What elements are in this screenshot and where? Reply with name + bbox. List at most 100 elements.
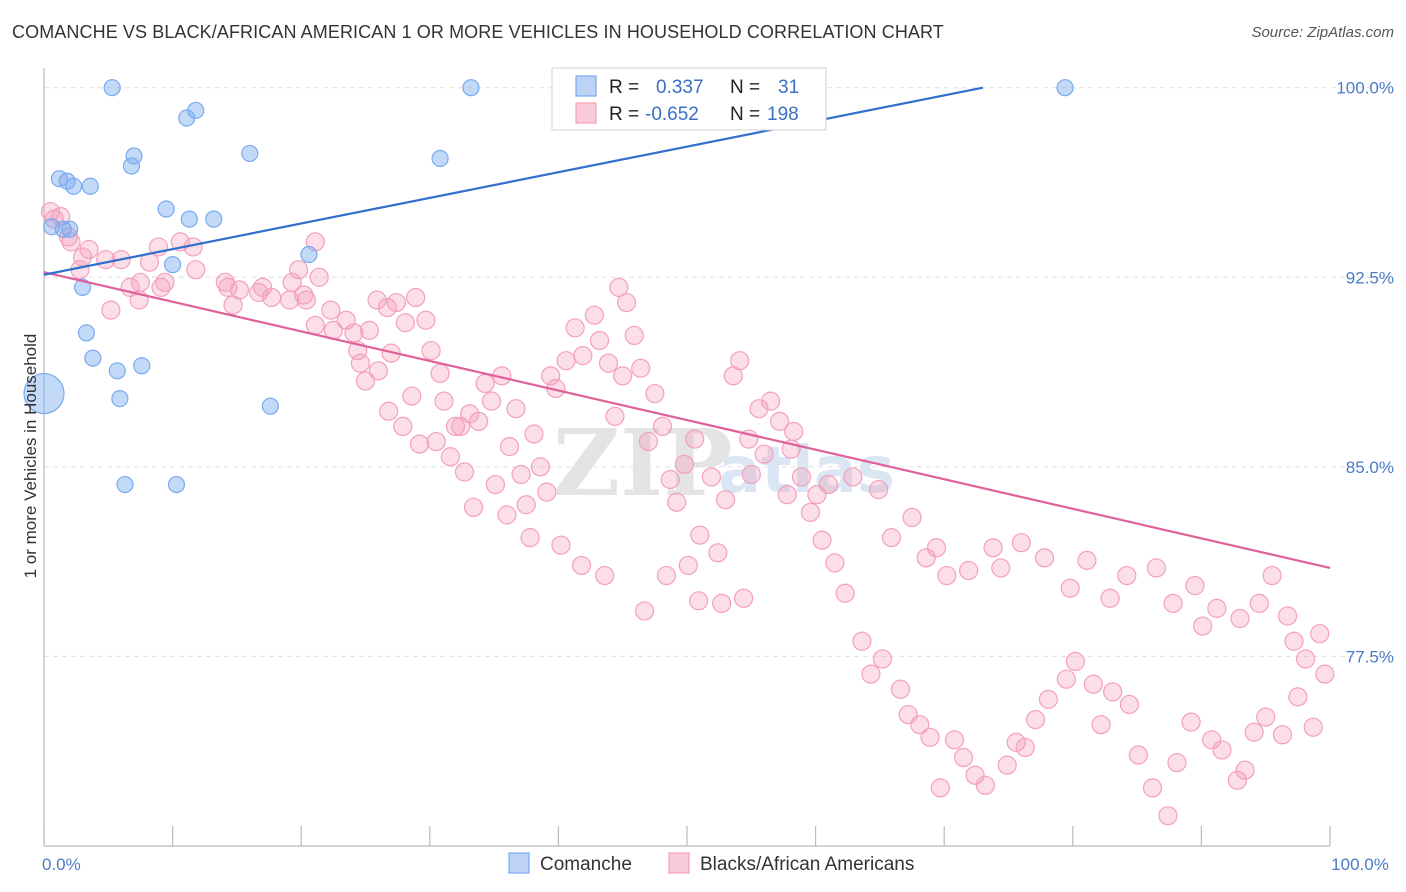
legend-r-value-2: -0.652	[645, 104, 699, 125]
point-comanche-14	[205, 210, 223, 228]
legend-n-value-2: 198	[767, 104, 799, 125]
point-comanche-15	[61, 220, 79, 238]
point-blacks-44	[416, 310, 436, 330]
y-tick-label-0: 100.0%	[1336, 79, 1394, 98]
legend-swatch-comanche	[575, 75, 597, 97]
point-blacks-33	[321, 300, 341, 320]
point-comanche-27	[167, 475, 186, 494]
legend-r-label-1: R =	[609, 77, 639, 98]
point-blacks-75	[690, 525, 710, 545]
point-blacks-38	[359, 320, 379, 340]
point-blacks-47	[434, 391, 454, 411]
point-blacks-126	[1315, 664, 1335, 684]
point-blacks-119	[1227, 770, 1248, 790]
point-comanche-17	[164, 256, 182, 274]
point-comanche-6	[125, 147, 143, 165]
point-blacks-99	[965, 765, 985, 785]
point-blacks-131	[481, 391, 502, 411]
point-blacks-67	[616, 292, 637, 313]
x-tick-label-1: 100.0%	[1331, 855, 1389, 874]
point-blacks-37	[350, 353, 370, 373]
point-blacks-141	[715, 490, 736, 510]
point-blacks-129	[393, 416, 413, 437]
watermark: ZIP atlas	[553, 409, 895, 517]
point-blacks-108	[1083, 674, 1103, 694]
y-tick-label-1: 92.5%	[1346, 268, 1394, 287]
point-blacks-118	[1212, 740, 1232, 760]
point-blacks-153	[926, 538, 947, 558]
point-blacks-23	[215, 272, 235, 292]
point-blacks-102	[1006, 732, 1026, 752]
point-blacks-190	[551, 535, 571, 555]
point-blacks-142	[741, 464, 761, 485]
point-blacks-171	[1262, 565, 1282, 586]
point-blacks-64	[589, 330, 610, 351]
point-blacks-127	[355, 371, 376, 391]
point-blacks-178	[336, 310, 356, 330]
point-blacks-66	[609, 277, 629, 297]
point-blacks-76	[708, 543, 728, 563]
point-blacks-187	[485, 474, 505, 495]
point-comanche-29	[431, 149, 449, 168]
point-blacks-55	[511, 464, 531, 485]
point-blacks-34	[305, 315, 325, 335]
point-blacks-15	[101, 300, 121, 320]
point-blacks-27	[262, 287, 282, 308]
point-blacks-96	[930, 778, 950, 798]
legend-r-value-1: 0.337	[656, 77, 704, 98]
point-blacks-97	[944, 730, 965, 750]
point-blacks-156	[983, 538, 1003, 558]
point-blacks-57	[530, 457, 550, 477]
watermark-atlas: atlas	[718, 434, 895, 508]
point-blacks-196	[712, 593, 732, 613]
point-blacks-183	[426, 431, 446, 452]
point-blacks-90	[861, 664, 881, 684]
series-legend-swatch-blacks	[668, 852, 690, 874]
point-blacks-194	[656, 565, 677, 586]
y-tick-labels: 100.0% 92.5% 85.0% 77.5%	[1336, 79, 1394, 667]
axes	[43, 68, 1331, 847]
point-blacks-160	[1060, 578, 1080, 598]
point-blacks-150	[881, 528, 902, 548]
point-blacks-80	[749, 399, 769, 419]
point-blacks-89	[852, 631, 872, 651]
point-blacks-173	[1284, 631, 1304, 651]
point-blacks-84	[791, 467, 812, 487]
point-blacks-163	[1117, 565, 1137, 586]
point-blacks-43	[406, 287, 426, 308]
legend-r-label-2: R =	[609, 104, 639, 125]
point-blacks-144	[777, 485, 797, 505]
point-blacks-123	[1272, 725, 1293, 745]
point-blacks-20	[186, 260, 206, 280]
point-blacks-65	[598, 353, 619, 373]
point-blacks-87	[825, 553, 845, 573]
point-blacks-145	[784, 421, 804, 442]
point-blacks-86	[812, 530, 832, 550]
point-blacks-51	[469, 411, 489, 431]
gridlines	[44, 87, 1394, 657]
point-blacks-128	[379, 401, 399, 421]
point-blacks-124	[1288, 687, 1308, 707]
point-blacks-41	[386, 292, 406, 313]
point-blacks-61	[565, 318, 585, 338]
point-blacks-164	[1146, 558, 1166, 578]
point-blacks-152	[916, 548, 936, 568]
point-blacks-39	[367, 290, 387, 310]
series-comanche	[23, 79, 1074, 494]
point-blacks-162	[1100, 588, 1120, 608]
legend-n-label-1: N =	[730, 77, 760, 98]
series-legend-swatch-comanche	[508, 852, 530, 874]
series-legend: Comanche Blacks/African Americans	[508, 852, 914, 875]
series-blacks-african-americans	[40, 201, 1335, 826]
point-blacks-114	[1158, 806, 1178, 826]
legend-n-value-1: 31	[778, 77, 799, 98]
point-blacks-105	[1038, 689, 1058, 709]
point-blacks-197	[733, 588, 754, 608]
series-legend-label-comanche: Comanche	[540, 854, 632, 875]
point-blacks-193	[634, 601, 655, 621]
point-blacks-52	[475, 373, 495, 394]
point-blacks-111	[1119, 694, 1139, 715]
point-comanche-5	[241, 144, 259, 163]
point-blacks-85	[800, 502, 821, 522]
